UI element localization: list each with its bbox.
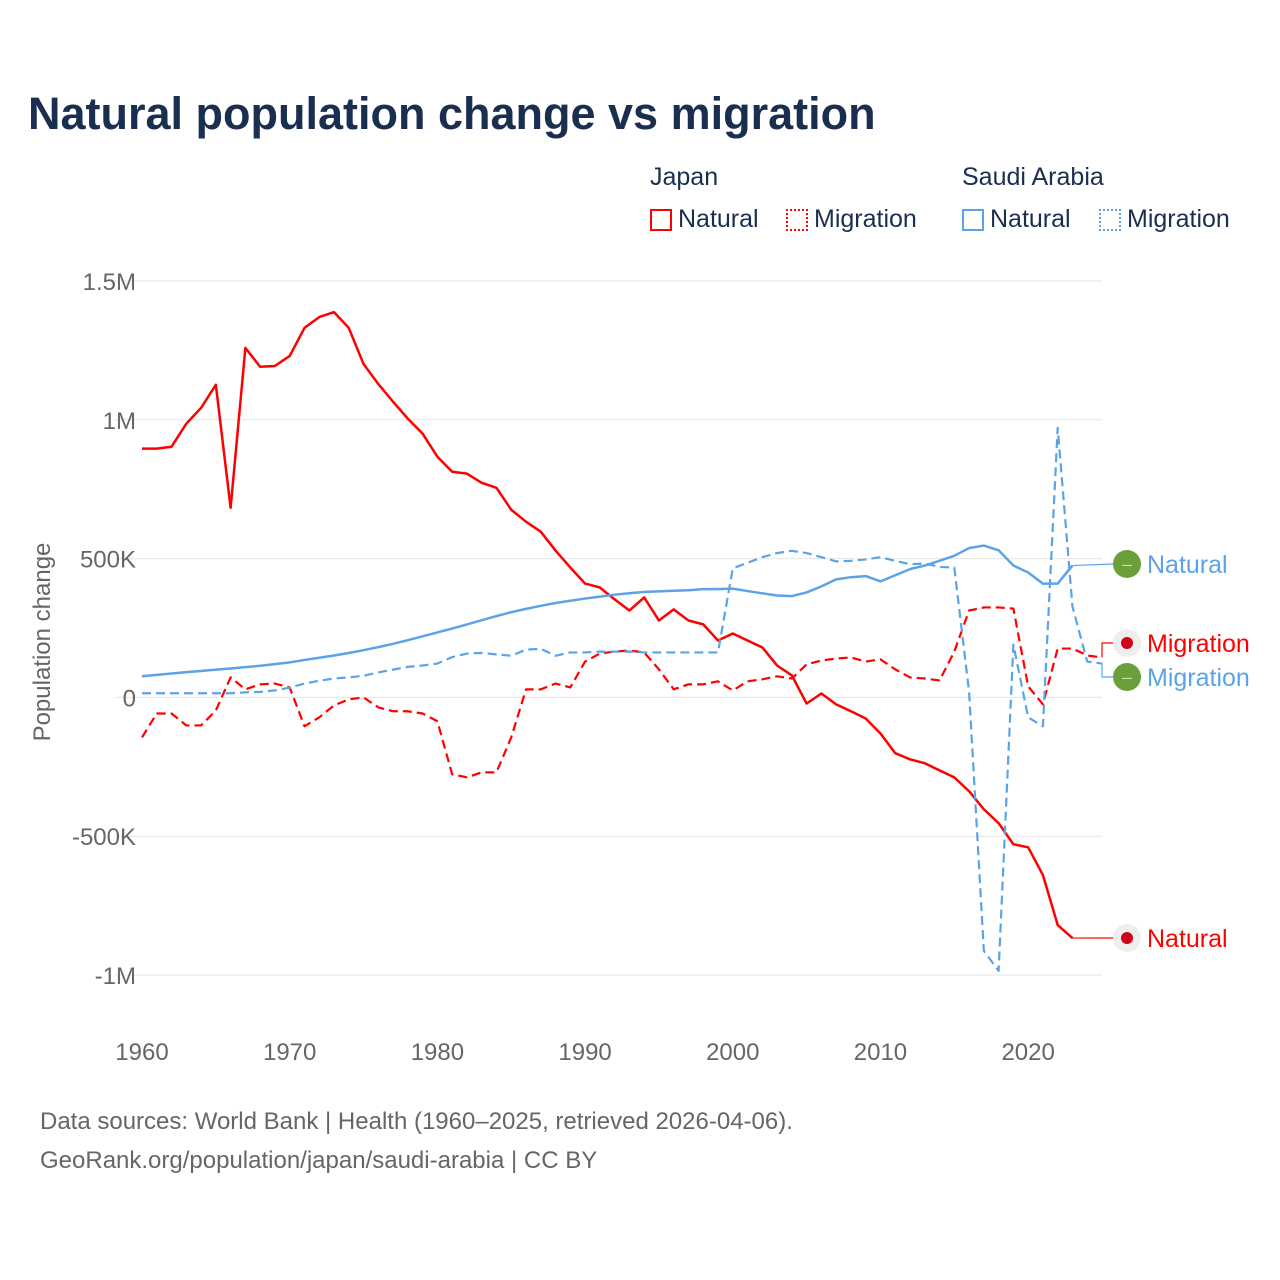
- saudi-arabia-migration-line: [142, 426, 1103, 972]
- saudi-arabia-natural-line: [141, 544, 1074, 678]
- y-tick-label: 1M: [103, 408, 136, 435]
- end-label-japan-migration: Migration: [1147, 630, 1250, 658]
- y-tick-label: 1.5M: [83, 269, 136, 296]
- label-connector: [1072, 563, 1114, 567]
- legend-label: Natural: [990, 205, 1071, 233]
- chart-title: Natural population change vs migration: [28, 88, 876, 139]
- legend-japan-natural[interactable]: Natural: [650, 205, 759, 234]
- x-tick-label: 1960: [115, 1039, 168, 1066]
- saudi-arabia-flag-icon: [1113, 663, 1141, 691]
- legend-japan-migration[interactable]: Migration: [786, 205, 917, 234]
- end-label-saudi-natural: Natural: [1147, 551, 1228, 579]
- y-axis-label: Population change: [29, 543, 56, 742]
- x-tick-label: 2010: [854, 1039, 907, 1066]
- japan-flag-dot-icon: [1121, 637, 1133, 649]
- end-label-saudi-migration: Migration: [1147, 664, 1250, 692]
- japan-flag-dot-icon: [1121, 932, 1133, 944]
- y-tick-label: -1M: [95, 963, 136, 990]
- x-tick-label: 2020: [1001, 1039, 1054, 1066]
- label-connector: [1101, 663, 1113, 678]
- solid-swatch-icon: [962, 208, 984, 231]
- source-line-1: Data sources: World Bank | Health (1960–…: [40, 1108, 793, 1135]
- legend-group-japan: Japan: [650, 163, 719, 191]
- japan-natural-line: [142, 310, 1074, 940]
- y-tick-label: 0: [123, 685, 136, 712]
- flag-script-icon: —: [1122, 560, 1132, 571]
- label-connector: [1101, 642, 1113, 658]
- japan-migration-line: [141, 606, 1103, 779]
- y-tick-label: 500K: [80, 547, 136, 574]
- saudi-arabia-flag-icon: [1113, 550, 1141, 578]
- x-tick-label: 1990: [558, 1039, 611, 1066]
- source-line-2[interactable]: GeoRank.org/population/japan/saudi-arabi…: [40, 1147, 598, 1174]
- x-tick-label: 1970: [263, 1039, 316, 1066]
- end-label-japan-natural: Natural: [1147, 925, 1228, 953]
- dotted-swatch-icon: [1099, 208, 1121, 231]
- legend-label: Migration: [1127, 205, 1230, 233]
- legend-label: Natural: [678, 205, 759, 233]
- dotted-swatch-icon: [786, 208, 808, 231]
- solid-swatch-icon: [650, 208, 672, 231]
- x-tick-label: 1980: [411, 1039, 464, 1066]
- flag-script-icon: —: [1122, 673, 1132, 684]
- legend-saudi-migration[interactable]: Migration: [1099, 205, 1230, 234]
- legend-saudi-natural[interactable]: Natural: [962, 205, 1071, 234]
- legend-label: Migration: [814, 205, 917, 233]
- x-tick-label: 2000: [706, 1039, 759, 1066]
- y-tick-label: -500K: [72, 824, 136, 851]
- legend-group-saudi: Saudi Arabia: [962, 163, 1104, 191]
